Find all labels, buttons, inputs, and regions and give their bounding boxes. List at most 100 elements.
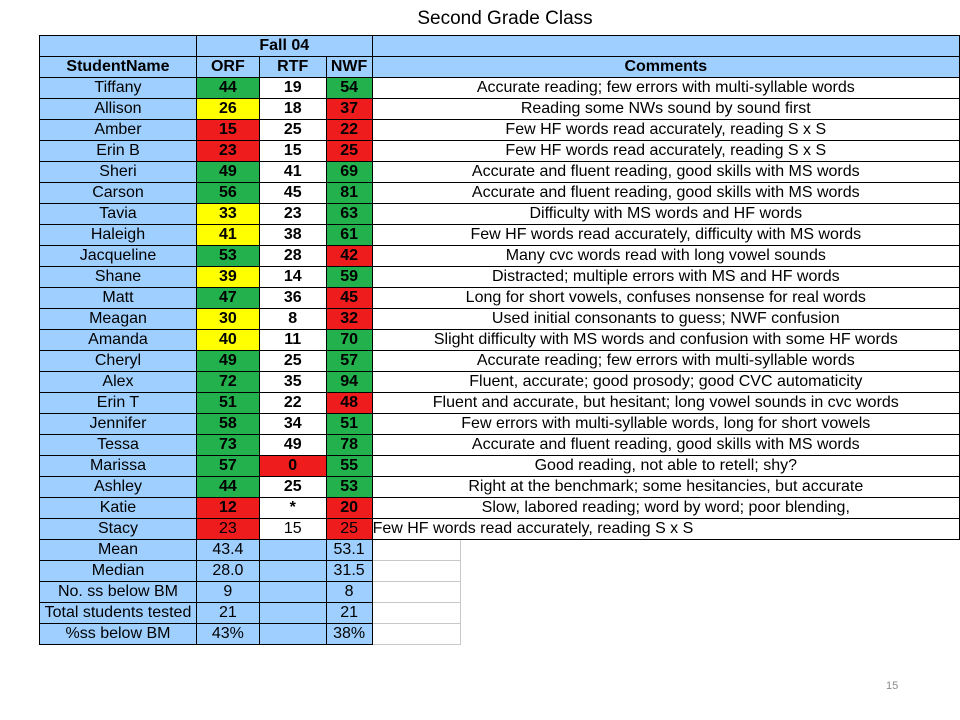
student-name: Sheri [39,161,197,183]
student-comment: Few HF words read accurately, reading S … [371,119,960,141]
orf-score: 15 [195,119,260,141]
rtf-score: 11 [258,329,327,351]
rtf-score: 25 [258,119,327,141]
student-name: Tiffany [39,77,197,99]
nwf-score: 22 [325,119,373,141]
slide-title: Second Grade Class [417,8,593,29]
rtf-score: 22 [258,392,327,414]
student-name: Matt [39,287,197,309]
summary-orf: 43.4 [195,539,260,561]
nwf-score: 25 [325,518,373,540]
student-name: Amanda [39,329,197,351]
nwf-score: 55 [325,455,373,477]
student-comment: Difficulty with MS words and HF words [371,203,960,225]
summary-orf: 43% [195,623,260,645]
student-row: Tessa 73 49 78 Accurate and fluent reading, … [39,434,960,456]
student-name: Tavia [39,203,197,225]
orf-score: 23 [195,518,260,540]
summary-empty-cell [460,602,960,624]
nwf-score: 32 [325,308,373,330]
student-row: Amber 15 25 22 Few HF words read accurately,… [39,119,960,141]
student-row: Jacqueline 53 28 42 Many cvc words read with… [39,245,960,267]
grade-table-body: Fall 04 StudentName ORF RTF NWF Comments… [39,35,960,645]
col-header-studentname: StudentName [39,56,197,78]
orf-score: 58 [195,413,260,435]
nwf-score: 81 [325,182,373,204]
student-row: Carson 56 45 81 Accurate and fluent reading,… [39,182,960,204]
summary-empty-cell [460,539,960,561]
summary-nwf: 31.5 [325,560,373,582]
student-comment: Accurate reading; few errors with multi-… [371,350,960,372]
nwf-score: 57 [325,350,373,372]
student-row: Haleigh 41 38 61 Few HF words read accuratel… [39,224,960,246]
orf-score: 12 [195,497,260,519]
student-comment: Accurate and fluent reading, good skills… [371,434,960,456]
header-blank [39,35,197,57]
student-row: Katie 12 * 20 Slow, labored reading; word by… [39,497,960,519]
student-name: Erin T [39,392,197,414]
nwf-score: 53 [325,476,373,498]
nwf-score: 63 [325,203,373,225]
nwf-score: 48 [325,392,373,414]
summary-label: %ss below BM [39,623,197,645]
header-row-term: Fall 04 [39,35,960,57]
col-header-comments: Comments [371,56,960,78]
student-row: Alex 72 35 94 Fluent, accurate; good prosody… [39,371,960,393]
student-row: Erin T 51 22 48 Fluent and accurate, but hes… [39,392,960,414]
student-comment: Used initial consonants to guess; NWF co… [371,308,960,330]
term-header: Fall 04 [195,35,373,57]
nwf-score: 78 [325,434,373,456]
student-comment: Distracted; multiple errors with MS and … [371,266,960,288]
student-name: Jennifer [39,413,197,435]
student-comment: Fluent and accurate, but hesitant; long … [371,392,960,414]
col-header-orf: ORF [195,56,260,78]
page-number: 15 [886,680,899,692]
orf-score: 57 [195,455,260,477]
rtf-score: 38 [258,224,327,246]
student-comment: Few errors with multi-syllable words, lo… [371,413,960,435]
summary-nwf: 8 [325,581,373,603]
student-row: Marissa 57 0 55 Good reading, not able to re… [39,455,960,477]
nwf-score: 70 [325,329,373,351]
col-header-nwf: NWF [325,56,373,78]
nwf-score: 54 [325,77,373,99]
nwf-score: 69 [325,161,373,183]
student-comment: Fluent, accurate; good prosody; good CVC… [371,371,960,393]
summary-rtf-blank [258,581,327,603]
rtf-score: 14 [258,266,327,288]
rtf-score: * [258,497,327,519]
student-row: Tiffany 44 19 54 Accurate reading; few error… [39,77,960,99]
student-comment: Many cvc words read with long vowel soun… [371,245,960,267]
summary-empty-cell [371,581,462,603]
student-row: Tavia 33 23 63 Difficulty with MS words and … [39,203,960,225]
student-comment: Right at the benchmark; some hesitancies… [371,476,960,498]
rtf-score: 0 [258,455,327,477]
nwf-score: 51 [325,413,373,435]
orf-score: 56 [195,182,260,204]
summary-orf: 21 [195,602,260,624]
student-row: Cheryl 49 25 57 Accurate reading; few errors… [39,350,960,372]
summary-label: Mean [39,539,197,561]
rtf-score: 19 [258,77,327,99]
rtf-score: 41 [258,161,327,183]
student-row: Ashley 44 25 53 Right at the benchmark; some… [39,476,960,498]
orf-score: 44 [195,476,260,498]
student-row: Amanda 40 11 70 Slight difficulty with MS wo… [39,329,960,351]
orf-score: 33 [195,203,260,225]
orf-score: 26 [195,98,260,120]
orf-score: 51 [195,392,260,414]
orf-score: 40 [195,329,260,351]
student-name: Allison [39,98,197,120]
orf-score: 41 [195,224,260,246]
summary-empty-cell [460,581,960,603]
student-name: Alex [39,371,197,393]
student-comment: Long for short vowels, confuses nonsense… [371,287,960,309]
student-comment: Few HF words read accurately, difficulty… [371,224,960,246]
orf-score: 30 [195,308,260,330]
rtf-score: 36 [258,287,327,309]
rtf-score: 49 [258,434,327,456]
grade-table: Fall 04 StudentName ORF RTF NWF Comments… [39,35,960,645]
nwf-score: 25 [325,140,373,162]
orf-score: 47 [195,287,260,309]
summary-empty-cell [371,560,462,582]
